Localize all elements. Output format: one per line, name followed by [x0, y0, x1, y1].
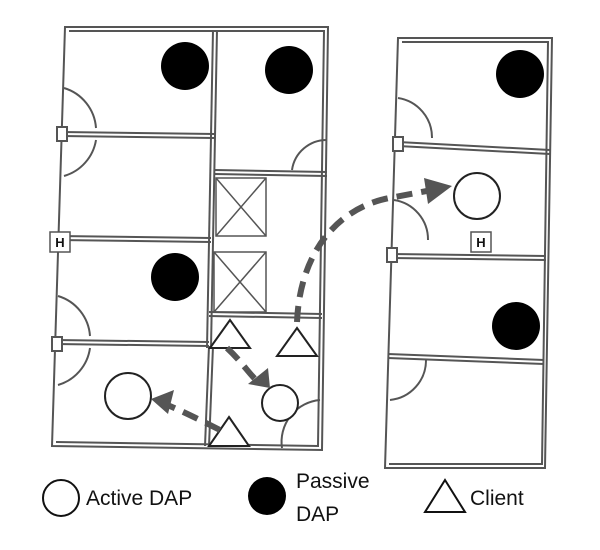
client-icon [423, 478, 467, 513]
arrowhead-icon [424, 178, 452, 204]
elevator-icon [213, 251, 267, 313]
legend: Active DAP Passive DAP Client [42, 470, 524, 526]
left-building [50, 26, 330, 452]
hall-marker-label: H [55, 235, 64, 250]
passive-dap-icon [265, 46, 313, 94]
passive-dap-icon [248, 477, 286, 515]
client-icon [275, 326, 319, 357]
legend-active-dap-label: Active DAP [86, 487, 192, 510]
hallway-marker-icon: H [470, 231, 492, 253]
hall-marker-label: H [476, 235, 485, 250]
arrow-client-to-left-active [163, 401, 222, 433]
passive-dap-icon [492, 302, 540, 350]
elevator-icon [215, 177, 267, 237]
arrow-client-to-right-active [294, 187, 433, 323]
active-dap-icon [453, 172, 501, 220]
arrow-client-to-center-active [224, 345, 259, 383]
active-dap-icon [261, 384, 299, 422]
active-dap-icon [104, 372, 152, 420]
passive-dap-icon [161, 42, 209, 90]
hallway-marker-icon: H [49, 231, 71, 253]
legend-passive-dap-label-line1: Passive [296, 470, 370, 493]
passive-dap-icon [496, 50, 544, 98]
legend-passive-dap-label-line2: DAP [296, 503, 339, 526]
right-building [383, 37, 554, 469]
arrowhead-icon [248, 368, 270, 388]
active-dap-icon [42, 479, 80, 517]
client-icon [208, 318, 252, 349]
arrowhead-icon [151, 390, 174, 414]
legend-client-label: Client [470, 487, 524, 510]
client-icon [207, 415, 251, 447]
passive-dap-icon [151, 253, 199, 301]
